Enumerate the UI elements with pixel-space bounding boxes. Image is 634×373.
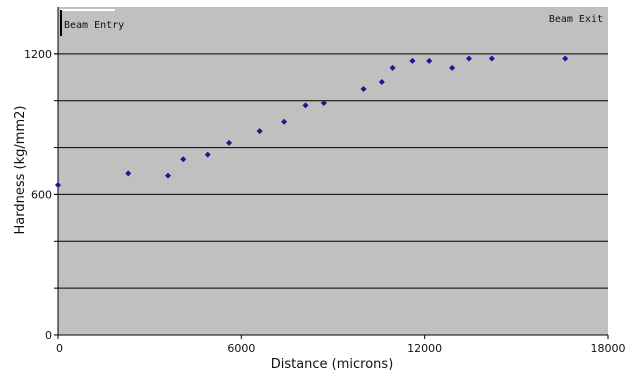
data-point [302,102,309,109]
y-axis-label: Hardness (kg/mm2) [13,106,28,235]
tick-labels: 0 6000 12000 18000 0 600 1200 [24,48,626,355]
gridlines [58,53,608,289]
data-point [204,151,211,158]
annotation-beam-entry: Beam Entry [64,20,124,31]
plot-area [58,7,608,335]
data-point [320,100,327,107]
data-point [281,118,288,125]
data-points [55,55,569,189]
x-axis-label: Distance (microns) [271,357,394,372]
data-point [165,172,171,179]
entry-marker-bar [60,9,115,11]
data-point [426,57,433,64]
data-point [125,170,132,177]
y-tick-label: 0 [45,329,52,342]
data-point [562,55,569,62]
data-point [465,55,472,62]
entry-marker-tick [60,10,62,36]
data-point [360,86,367,92]
axes [54,7,609,339]
x-tick-label: 12000 [407,342,442,355]
annotation-beam-exit: Beam Exit [549,14,603,25]
data-point [378,78,385,85]
data-point [226,139,233,146]
data-point [389,64,396,71]
data-point [256,128,263,135]
data-point [449,64,456,71]
y-tick-label: 1200 [24,48,52,61]
x-tick-label: 0 [56,342,63,355]
data-point [55,182,61,189]
y-tick-label: 600 [31,188,52,201]
x-tick-label: 18000 [591,342,626,355]
x-tick-label: 6000 [227,342,255,355]
data-point [409,57,416,64]
data-point [180,156,187,163]
data-point [488,55,495,62]
